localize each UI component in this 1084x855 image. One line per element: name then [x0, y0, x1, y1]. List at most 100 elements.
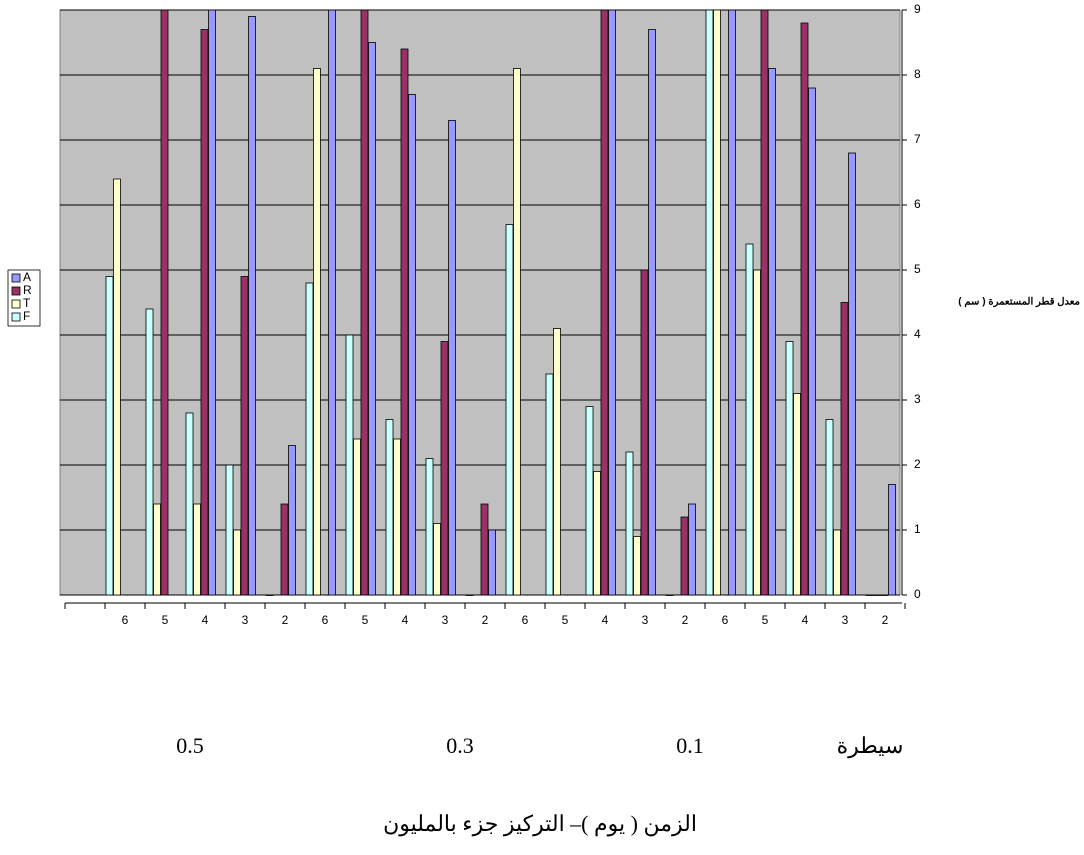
y-axis-title: معدل قطر المستعمرة ( سم )	[958, 297, 1080, 308]
bar	[793, 393, 801, 596]
y-tick-label: 4	[914, 327, 921, 341]
legend-label: T	[23, 296, 31, 310]
bar	[360, 9, 369, 596]
bar	[313, 68, 321, 596]
bar	[480, 503, 489, 596]
x-tick-label: 2	[882, 613, 889, 627]
bar	[825, 419, 834, 596]
bar	[208, 9, 216, 596]
x-tick-label: 3	[242, 613, 249, 627]
bar	[345, 334, 354, 596]
bar	[593, 471, 601, 596]
bar	[808, 87, 816, 596]
x-tick-label: 6	[722, 613, 729, 627]
bar	[888, 484, 896, 596]
bar	[505, 224, 514, 596]
bar	[193, 503, 201, 596]
y-tick-label: 6	[914, 197, 921, 211]
bar	[768, 68, 776, 596]
bar	[408, 94, 416, 596]
y-tick-label: 9	[914, 2, 921, 16]
bar	[713, 9, 721, 596]
x-tick-label: 5	[162, 613, 169, 627]
bar	[553, 328, 561, 596]
bar	[185, 412, 194, 596]
bar	[785, 341, 794, 596]
y-tick-label: 7	[914, 132, 921, 146]
bar	[728, 9, 736, 596]
x-tick-label: 4	[202, 613, 209, 627]
bar	[440, 341, 449, 596]
x-tick-label: 2	[282, 613, 289, 627]
bar	[400, 48, 409, 596]
bar	[705, 9, 714, 596]
x-tick-label: 6	[522, 613, 529, 627]
bar	[680, 516, 689, 596]
bar	[800, 22, 809, 596]
bar	[288, 445, 296, 596]
bar	[433, 523, 441, 596]
group-label: سيطرة	[837, 733, 904, 759]
bar	[160, 9, 169, 596]
bar	[153, 503, 161, 596]
y-tick-label: 8	[914, 67, 921, 81]
bar	[113, 178, 121, 596]
bar	[265, 594, 274, 596]
y-tick-label: 1	[914, 522, 921, 536]
bar	[625, 451, 634, 596]
x-axis-title: الزمن ( يوم )– التركيز جزء بالمليون	[383, 811, 697, 837]
bar	[585, 406, 594, 596]
x-tick-label: 5	[362, 613, 369, 627]
bar	[248, 16, 256, 596]
bar	[848, 152, 856, 596]
x-tick-label: 4	[402, 613, 409, 627]
legend-box	[7, 269, 41, 327]
bar	[608, 9, 616, 596]
bar	[240, 276, 249, 596]
bar	[688, 503, 696, 596]
bar	[488, 529, 496, 596]
bar	[513, 68, 521, 596]
legend-swatch	[11, 273, 21, 283]
legend-swatch	[11, 286, 21, 296]
x-tick-label: 3	[842, 613, 849, 627]
x-tick-label: 6	[122, 613, 129, 627]
bar	[328, 9, 336, 596]
x-tick-label: 5	[762, 613, 769, 627]
bar	[600, 9, 609, 596]
bar	[105, 276, 114, 596]
y-tick-label: 2	[914, 457, 921, 471]
group-label: 0.3	[446, 733, 474, 758]
bar	[665, 594, 674, 596]
bar	[425, 458, 434, 596]
bar	[448, 120, 456, 596]
x-tick-label: 4	[802, 613, 809, 627]
y-tick-label: 5	[914, 262, 921, 276]
bar	[865, 594, 874, 596]
x-tick-label: 3	[442, 613, 449, 627]
legend-label: A	[23, 270, 31, 284]
legend-swatch	[11, 312, 21, 322]
bar	[225, 464, 234, 596]
bar	[873, 594, 881, 596]
y-tick-label: 3	[914, 392, 921, 406]
bar	[633, 536, 641, 596]
bar	[385, 419, 394, 596]
x-tick-label: 2	[682, 613, 689, 627]
group-label: 0.5	[176, 733, 204, 758]
bar	[200, 29, 209, 596]
bar	[145, 308, 154, 596]
bar	[353, 438, 361, 596]
bar	[545, 373, 554, 596]
bar	[753, 269, 761, 596]
bar	[840, 302, 849, 596]
legend-swatch	[11, 299, 21, 309]
group-label: 0.1	[676, 733, 704, 758]
bar	[305, 282, 314, 596]
bar	[233, 529, 241, 596]
bar	[648, 29, 656, 596]
x-tick-label: 4	[602, 613, 609, 627]
